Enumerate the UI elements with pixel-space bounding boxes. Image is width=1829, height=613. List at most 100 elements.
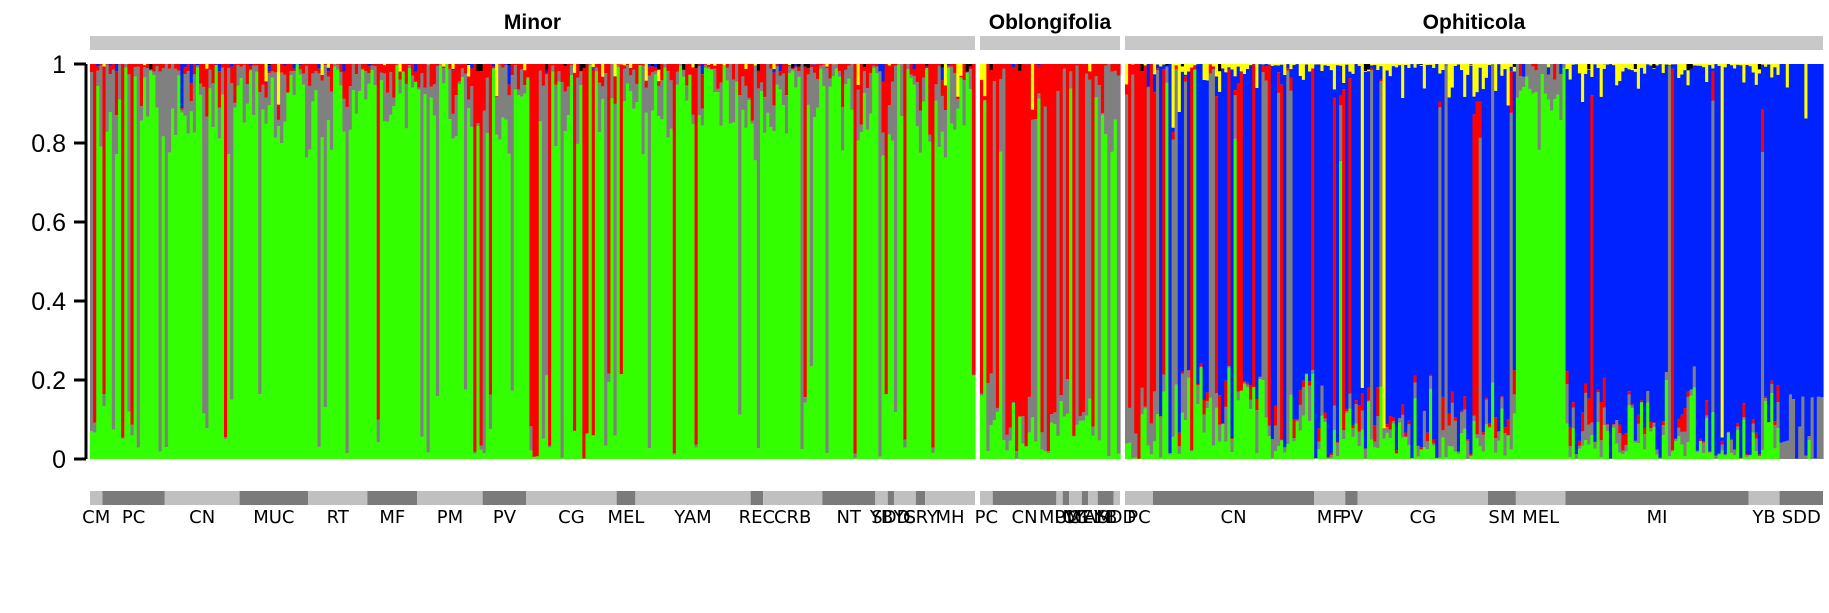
- bar-segment: [1720, 437, 1725, 441]
- bar-segment: [1273, 425, 1278, 452]
- bar-segment: [716, 88, 721, 92]
- bar-segment: [118, 99, 122, 459]
- bar-segment: [1419, 64, 1424, 65]
- bar-segment: [1335, 441, 1340, 443]
- bar-segment: [491, 68, 496, 459]
- bar-segment: [267, 73, 272, 106]
- bar-segment: [1785, 64, 1790, 88]
- bar-segment: [1245, 68, 1250, 383]
- bar-segment: [1146, 86, 1151, 88]
- bar-segment: [647, 75, 652, 449]
- bar-segment: [1621, 450, 1626, 455]
- bar-segment: [1295, 420, 1300, 422]
- bar-segment: [398, 79, 403, 94]
- bar-segment: [1193, 68, 1197, 71]
- bar-segment: [1187, 71, 1191, 371]
- population-segment: [875, 491, 888, 505]
- bar-segment: [1553, 79, 1557, 100]
- population-label: CRB: [774, 507, 811, 528]
- bar-segment: [417, 64, 421, 88]
- bar-segment: [872, 65, 876, 69]
- bar-segment: [890, 81, 895, 141]
- bar-segment: [569, 75, 574, 460]
- bar-segment: [1143, 406, 1148, 409]
- bar-segment: [401, 72, 406, 460]
- bar-segment: [1698, 64, 1703, 66]
- bar-segment: [959, 77, 964, 78]
- bar-segment: [488, 429, 493, 459]
- bar-segment: [573, 64, 577, 73]
- bar-segment: [772, 64, 777, 69]
- bar-segment: [392, 97, 396, 107]
- bar-segment: [1491, 64, 1495, 383]
- bar-segment: [510, 390, 515, 459]
- bar-segment: [448, 119, 453, 459]
- population-label: CG: [558, 507, 585, 528]
- bar-segment: [1745, 456, 1750, 459]
- bar-segment: [756, 64, 761, 71]
- bar-segment: [1469, 64, 1474, 66]
- bar-segment: [1376, 69, 1380, 388]
- bar-segment: [959, 77, 964, 460]
- bar-segment: [1024, 64, 1029, 447]
- bar-segment: [1236, 64, 1241, 67]
- bar-segment: [1487, 427, 1492, 459]
- bar-segment: [862, 71, 867, 93]
- bar-segment: [1280, 64, 1284, 65]
- bar-segment: [1813, 64, 1818, 459]
- bar-segment: [108, 64, 113, 66]
- bar-segment: [398, 71, 403, 80]
- bar-segment: [217, 71, 222, 108]
- bar-segment: [1686, 396, 1691, 443]
- bar-segment: [133, 76, 138, 459]
- bar-segment: [376, 442, 381, 459]
- bar-segment: [470, 68, 474, 87]
- bar-segment: [276, 126, 281, 460]
- bar-segment: [1385, 64, 1390, 71]
- bar-segment: [980, 64, 984, 80]
- bar-segment: [264, 64, 269, 82]
- bar-segment: [1342, 89, 1346, 431]
- bar-segment: [507, 95, 512, 154]
- bar-segment: [1236, 400, 1241, 459]
- bar-segment: [685, 85, 689, 101]
- bar-segment: [395, 65, 400, 459]
- bar-segment: [205, 68, 210, 117]
- bar-segment: [1193, 65, 1197, 69]
- bar-segment: [1602, 377, 1607, 408]
- bar-segment: [1419, 64, 1424, 66]
- bar-segment: [569, 64, 574, 65]
- bar-segment: [1782, 64, 1787, 442]
- bar-segment: [301, 73, 306, 85]
- bar-segment: [283, 74, 287, 122]
- bar-segment: [233, 64, 238, 103]
- bar-segment: [314, 90, 319, 460]
- bar-segment: [1094, 76, 1099, 98]
- bar-segment: [713, 68, 717, 93]
- bar-segment: [731, 79, 736, 123]
- population-segment: [1062, 491, 1070, 505]
- bar-segment: [1556, 64, 1560, 95]
- bar-segment: [856, 89, 861, 141]
- bar-segment: [1708, 65, 1712, 452]
- bar-segment: [199, 83, 203, 95]
- bar-segment: [1602, 407, 1607, 426]
- population-segment: [482, 491, 527, 505]
- bar-segment: [523, 93, 527, 459]
- bar-segment: [837, 71, 842, 77]
- bar-segment: [641, 65, 646, 155]
- bar-segment: [1221, 424, 1225, 459]
- bar-segment: [1078, 64, 1083, 417]
- bar-segment: [1729, 439, 1734, 453]
- bar-segment: [682, 70, 686, 77]
- bar-segment: [1612, 427, 1616, 459]
- population-label: MEL: [1522, 507, 1559, 528]
- bar-segment: [451, 113, 456, 139]
- population-label: PC: [1127, 507, 1150, 528]
- bar-segment: [1469, 64, 1474, 65]
- bar-segment: [1639, 400, 1644, 403]
- bar-segment: [638, 64, 643, 66]
- bar-segment: [544, 64, 549, 70]
- bar-segment: [853, 458, 858, 459]
- bar-segment: [1218, 441, 1222, 459]
